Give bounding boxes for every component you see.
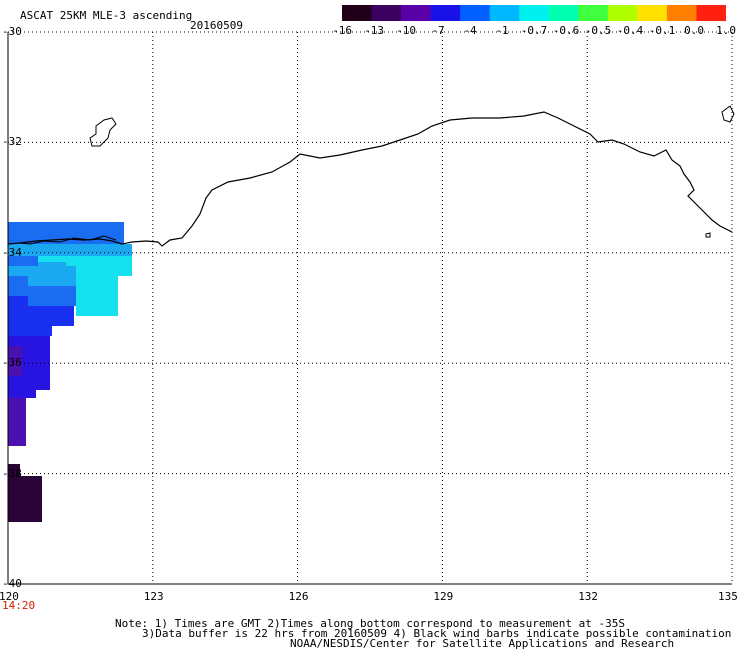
swath-cell: [8, 476, 42, 522]
lon-label: 132: [578, 590, 599, 603]
colorbar-swatch: [430, 5, 461, 21]
coastline-bight-detail: [19, 235, 117, 245]
product-title: ASCAT 25KM MLE-3 ascending: [20, 9, 193, 22]
colorbar-swatch: [342, 5, 373, 21]
swath-cell: [8, 306, 74, 326]
swath-cell: [8, 326, 52, 336]
colorbar-tick-label: -0.5: [584, 24, 612, 37]
colorbar-tick-label: 0.0: [684, 24, 704, 37]
colorbar-tick-label: -16: [332, 24, 352, 37]
lat-label: -32: [2, 135, 22, 149]
colorbar-swatch: [460, 5, 491, 21]
island-recherche: [89, 117, 117, 147]
note-line-1: Note: 1) Times are GMT 2)Times along bot…: [115, 617, 625, 630]
note-line-2: 3)Data buffer is 22 hrs from 20160509 4)…: [142, 627, 732, 640]
lat-label: -30: [2, 25, 22, 38]
swath-cell: [8, 276, 28, 296]
swath-cell: [76, 268, 118, 316]
island-kangaroo: [721, 105, 735, 123]
colorbar-swatch: [489, 5, 520, 21]
colorbar-swatch: [371, 5, 402, 21]
map-frame: [7, 32, 732, 585]
swath-cell: [8, 256, 38, 266]
lon-label: 126: [288, 590, 309, 603]
colorbar-tick-label: -0.6: [552, 24, 580, 37]
lat-label: -38: [2, 466, 22, 480]
lon-label: 120: [0, 590, 19, 603]
lon-label: 129: [433, 590, 454, 603]
swath-cell: [28, 286, 76, 306]
lon-label: 123: [143, 590, 164, 603]
product-date: 20160509: [190, 19, 243, 32]
lon-label: 135: [718, 590, 738, 603]
colorbar-tick-label: -0.7: [520, 24, 548, 37]
colorbar-swatch: [519, 5, 550, 21]
colorbar-tick-label: -1: [495, 24, 509, 37]
colorbar-swatch: [666, 5, 697, 21]
lat-label: -34: [2, 245, 22, 259]
time-label: 14:20: [2, 599, 36, 612]
swath-cell: [8, 390, 36, 398]
swath-cell: [8, 244, 132, 256]
colorbar-tick-label: -4: [463, 24, 477, 37]
swath-cell: [8, 222, 124, 236]
colorbar-tick-label: -7: [431, 24, 445, 37]
colorbar-swatch: [401, 5, 432, 21]
colorbar-tick-label: -0.4: [616, 24, 644, 37]
colorbar-tick-label: -0.1: [648, 24, 676, 37]
note-line-3: NOAA/NESDIS/Center for Satellite Applica…: [290, 637, 675, 650]
lat-label: -40: [2, 577, 22, 590]
colorbar-swatch: [696, 5, 726, 21]
island-small: [705, 232, 711, 238]
colorbar-swatch: [578, 5, 609, 21]
colorbar-tick-label: -13: [364, 24, 384, 37]
lat-label: -36: [2, 356, 22, 370]
colorbar-tick-label: 1.0: [716, 24, 736, 37]
graticule: [8, 31, 733, 584]
scatterometer-swath: [8, 222, 132, 522]
colorbar-tick-label: -10: [396, 24, 416, 37]
swath-cell: [8, 346, 22, 376]
colorbar-swatch: [548, 5, 579, 21]
colorbar-swatch: [607, 5, 638, 21]
swath-cell: [8, 398, 26, 446]
colorbar: [342, 5, 726, 21]
coastline-main: [7, 111, 733, 247]
swath-cell: [8, 464, 20, 476]
colorbar-swatch: [637, 5, 668, 21]
